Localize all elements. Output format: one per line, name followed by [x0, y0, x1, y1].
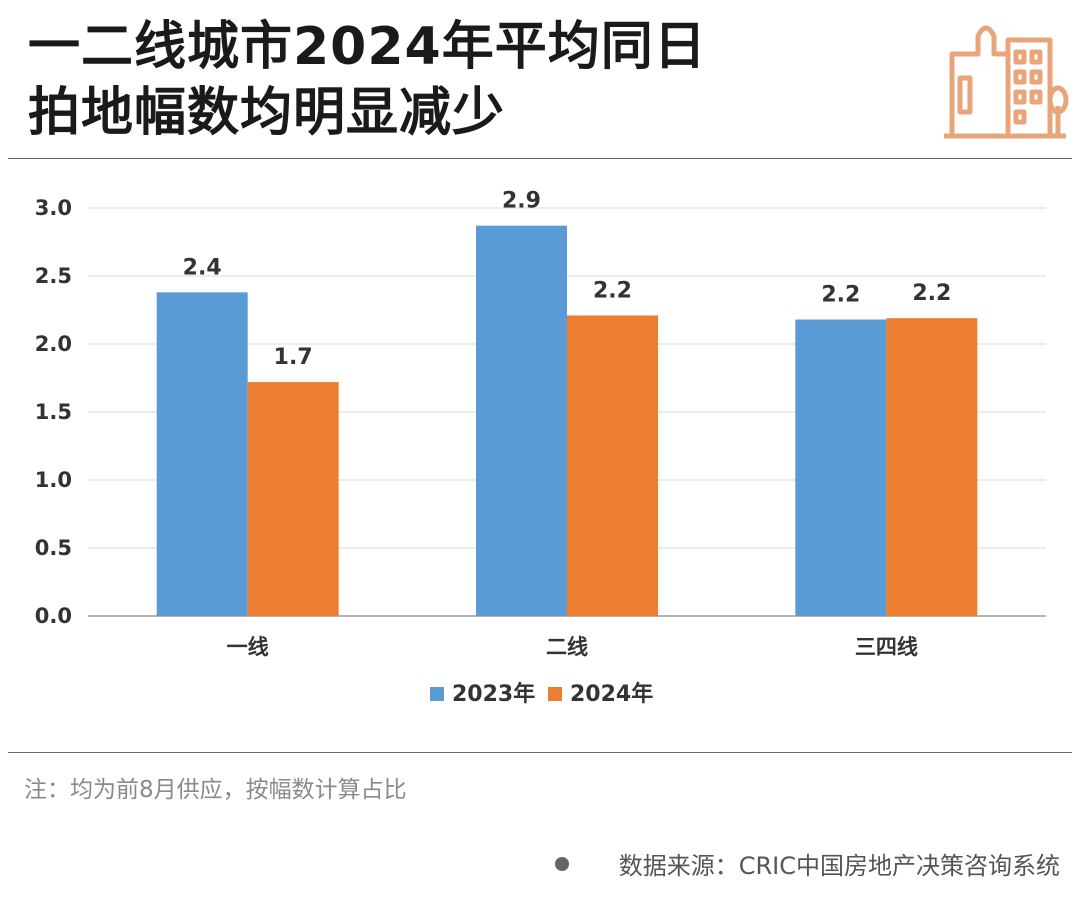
- y-tick-label: 3.0: [35, 196, 72, 220]
- data-labels: 2.4 1.7 2.9 2.2 2.2 2.2: [183, 189, 952, 370]
- data-label: 2.2: [821, 283, 860, 308]
- bar: [795, 319, 887, 616]
- y-tick-label: 2.0: [35, 332, 72, 356]
- y-axis: 0.0 0.5 1.0 1.5 2.0 2.5 3.0: [35, 196, 72, 628]
- bar: [567, 315, 658, 616]
- data-source: 数据来源：CRIC中国房地产决策咨询系统: [554, 846, 1060, 881]
- chart-title: 一二线城市2024年平均同日 拍地幅数均明显减少: [28, 14, 908, 146]
- data-label: 2.4: [183, 255, 222, 280]
- x-tick-label: 二线: [546, 635, 588, 659]
- data-label: 1.7: [274, 345, 313, 370]
- x-tick-label: 三四线: [855, 635, 918, 659]
- data-label: 2.2: [912, 281, 951, 306]
- legend: 2023年 2024年: [430, 681, 653, 707]
- bar: [156, 292, 248, 616]
- x-tick-label: 一线: [227, 635, 269, 659]
- legend-label: 2023年: [452, 681, 535, 707]
- data-label: 2.9: [502, 189, 541, 214]
- y-tick-label: 1.0: [35, 468, 72, 492]
- top-divider: [8, 158, 1072, 159]
- buildings-icon: [944, 25, 1069, 139]
- source-text: 数据来源：CRIC中国房地产决策咨询系统: [618, 852, 1060, 880]
- legend-swatch: [430, 687, 444, 701]
- title-line-1: 一二线城市2024年平均同日: [28, 17, 707, 77]
- y-tick-label: 2.5: [35, 264, 72, 288]
- y-tick-label: 0.5: [35, 536, 72, 560]
- bar: [476, 225, 567, 616]
- data-label: 2.2: [593, 278, 632, 303]
- y-tick-label: 1.5: [35, 400, 72, 424]
- bar: [247, 382, 339, 616]
- bar-chart: 0.0 0.5 1.0 1.5 2.0 2.5 3.0 2.4 1.7 2.9 2.2 2.2 2.2…: [35, 189, 1046, 707]
- bottom-divider: [8, 752, 1072, 753]
- legend-label: 2024年: [570, 681, 653, 707]
- legend-swatch: [548, 687, 562, 701]
- title-line-2: 拍地幅数均明显减少: [28, 83, 506, 143]
- bar: [886, 318, 978, 616]
- bars: [156, 225, 978, 616]
- x-axis: 一线 二线 三四线: [227, 635, 918, 659]
- footnote: 注：均为前8月供应，按幅数计算占比: [24, 777, 407, 803]
- y-tick-label: 0.0: [35, 604, 72, 628]
- bullet-icon: [554, 856, 569, 871]
